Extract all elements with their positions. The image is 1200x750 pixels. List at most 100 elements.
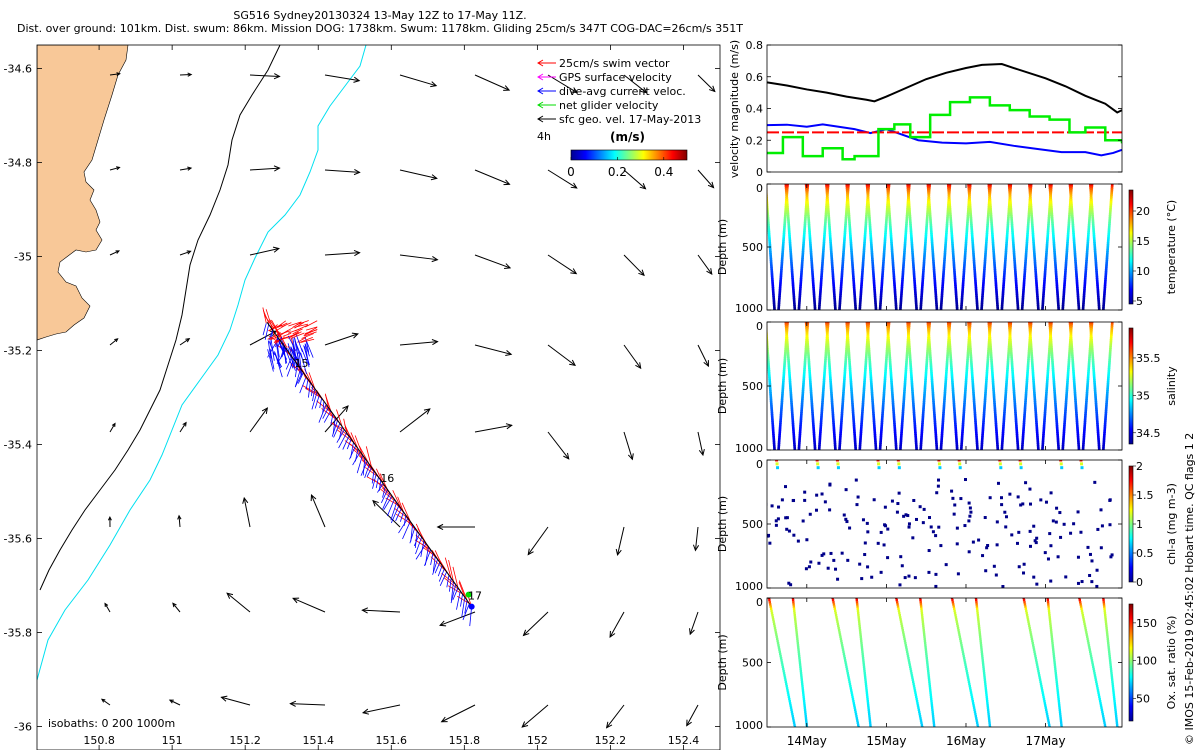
section-point <box>790 406 794 410</box>
sfc-velocity-arrow <box>324 333 359 346</box>
section-point <box>945 359 949 362</box>
section-point <box>838 305 841 308</box>
section-point <box>888 357 892 360</box>
section-point <box>1043 421 1046 424</box>
section-point <box>1036 439 1040 443</box>
section-point <box>1045 243 1049 247</box>
section-point <box>927 200 931 204</box>
section-point <box>844 225 847 229</box>
section-point <box>1047 360 1050 364</box>
section-point <box>845 349 848 353</box>
section-point <box>840 270 844 274</box>
section-point <box>1105 256 1109 260</box>
section-point <box>991 381 995 384</box>
section-point <box>906 186 910 189</box>
section-point <box>826 344 830 348</box>
dac-vector <box>464 600 468 614</box>
section-point <box>767 346 769 349</box>
section-point <box>779 283 782 287</box>
section-point <box>854 303 857 306</box>
section-point <box>878 445 882 448</box>
section-point <box>872 274 875 278</box>
section-point <box>907 331 910 335</box>
section-point <box>805 191 809 195</box>
section-point <box>993 399 996 402</box>
section-point <box>1006 218 1010 222</box>
section-point <box>950 371 954 375</box>
section-point <box>860 421 863 424</box>
section-point <box>808 240 812 243</box>
swim-vector <box>288 321 302 327</box>
sfc-velocity-arrowhead <box>261 407 269 415</box>
section-point <box>913 419 916 423</box>
section-point <box>782 377 785 380</box>
section-point <box>1089 191 1093 195</box>
section-point <box>919 446 923 450</box>
section-point <box>970 225 973 229</box>
section-point <box>767 197 768 200</box>
dac-vector <box>332 417 336 434</box>
section-point <box>964 386 967 390</box>
section-point <box>772 303 776 306</box>
section-point <box>771 421 774 424</box>
section-point <box>826 200 830 204</box>
section-point <box>992 388 995 391</box>
section-point <box>901 419 904 423</box>
section-point <box>1026 366 1030 370</box>
section-point <box>847 351 851 355</box>
legend-swatch-head <box>537 101 544 109</box>
swim-vector <box>265 309 274 331</box>
section-point <box>947 331 951 335</box>
section-point <box>950 234 954 238</box>
sfc-velocity-arrowhead <box>703 360 709 368</box>
section-point <box>786 209 790 213</box>
section-point <box>1049 331 1052 335</box>
section-point <box>1054 265 1057 269</box>
section-point <box>975 437 979 441</box>
section-point <box>790 412 794 415</box>
section-point <box>807 222 811 225</box>
section-point <box>1048 188 1052 191</box>
section-point <box>779 281 782 285</box>
section-point <box>1011 373 1015 377</box>
section-point <box>955 445 959 448</box>
section-point <box>885 357 888 360</box>
section-point <box>1071 216 1074 220</box>
section-point <box>941 283 945 287</box>
section-point <box>1004 249 1008 252</box>
section-point <box>787 360 790 364</box>
section-point <box>994 283 998 287</box>
section-point <box>1076 297 1080 301</box>
section-point <box>926 206 930 209</box>
section-point <box>827 353 831 357</box>
section-point <box>873 432 877 435</box>
section-point <box>838 446 841 450</box>
section-point <box>961 281 965 285</box>
section-point <box>805 204 808 207</box>
section-point <box>935 448 939 450</box>
section-point <box>1030 359 1034 362</box>
section-point <box>970 370 974 373</box>
section-point <box>862 384 866 388</box>
section-point <box>1046 373 1049 377</box>
section-point <box>798 297 801 301</box>
section-point <box>1003 408 1006 412</box>
section-point <box>1012 384 1015 388</box>
section-point <box>881 270 885 274</box>
section-point <box>1049 342 1053 346</box>
section-point <box>829 382 833 386</box>
swim-vector <box>330 421 345 431</box>
section-point <box>1013 399 1016 402</box>
section-point <box>849 379 853 382</box>
section-point <box>884 371 887 375</box>
section-point <box>785 200 789 204</box>
section-point <box>1070 206 1073 209</box>
section-point <box>849 245 853 249</box>
section-point <box>828 362 831 366</box>
section-point <box>1006 222 1010 225</box>
section-point <box>1031 234 1035 238</box>
section-point <box>870 393 874 397</box>
section-point <box>910 386 914 390</box>
section-point <box>880 281 884 285</box>
section-point <box>920 434 923 437</box>
